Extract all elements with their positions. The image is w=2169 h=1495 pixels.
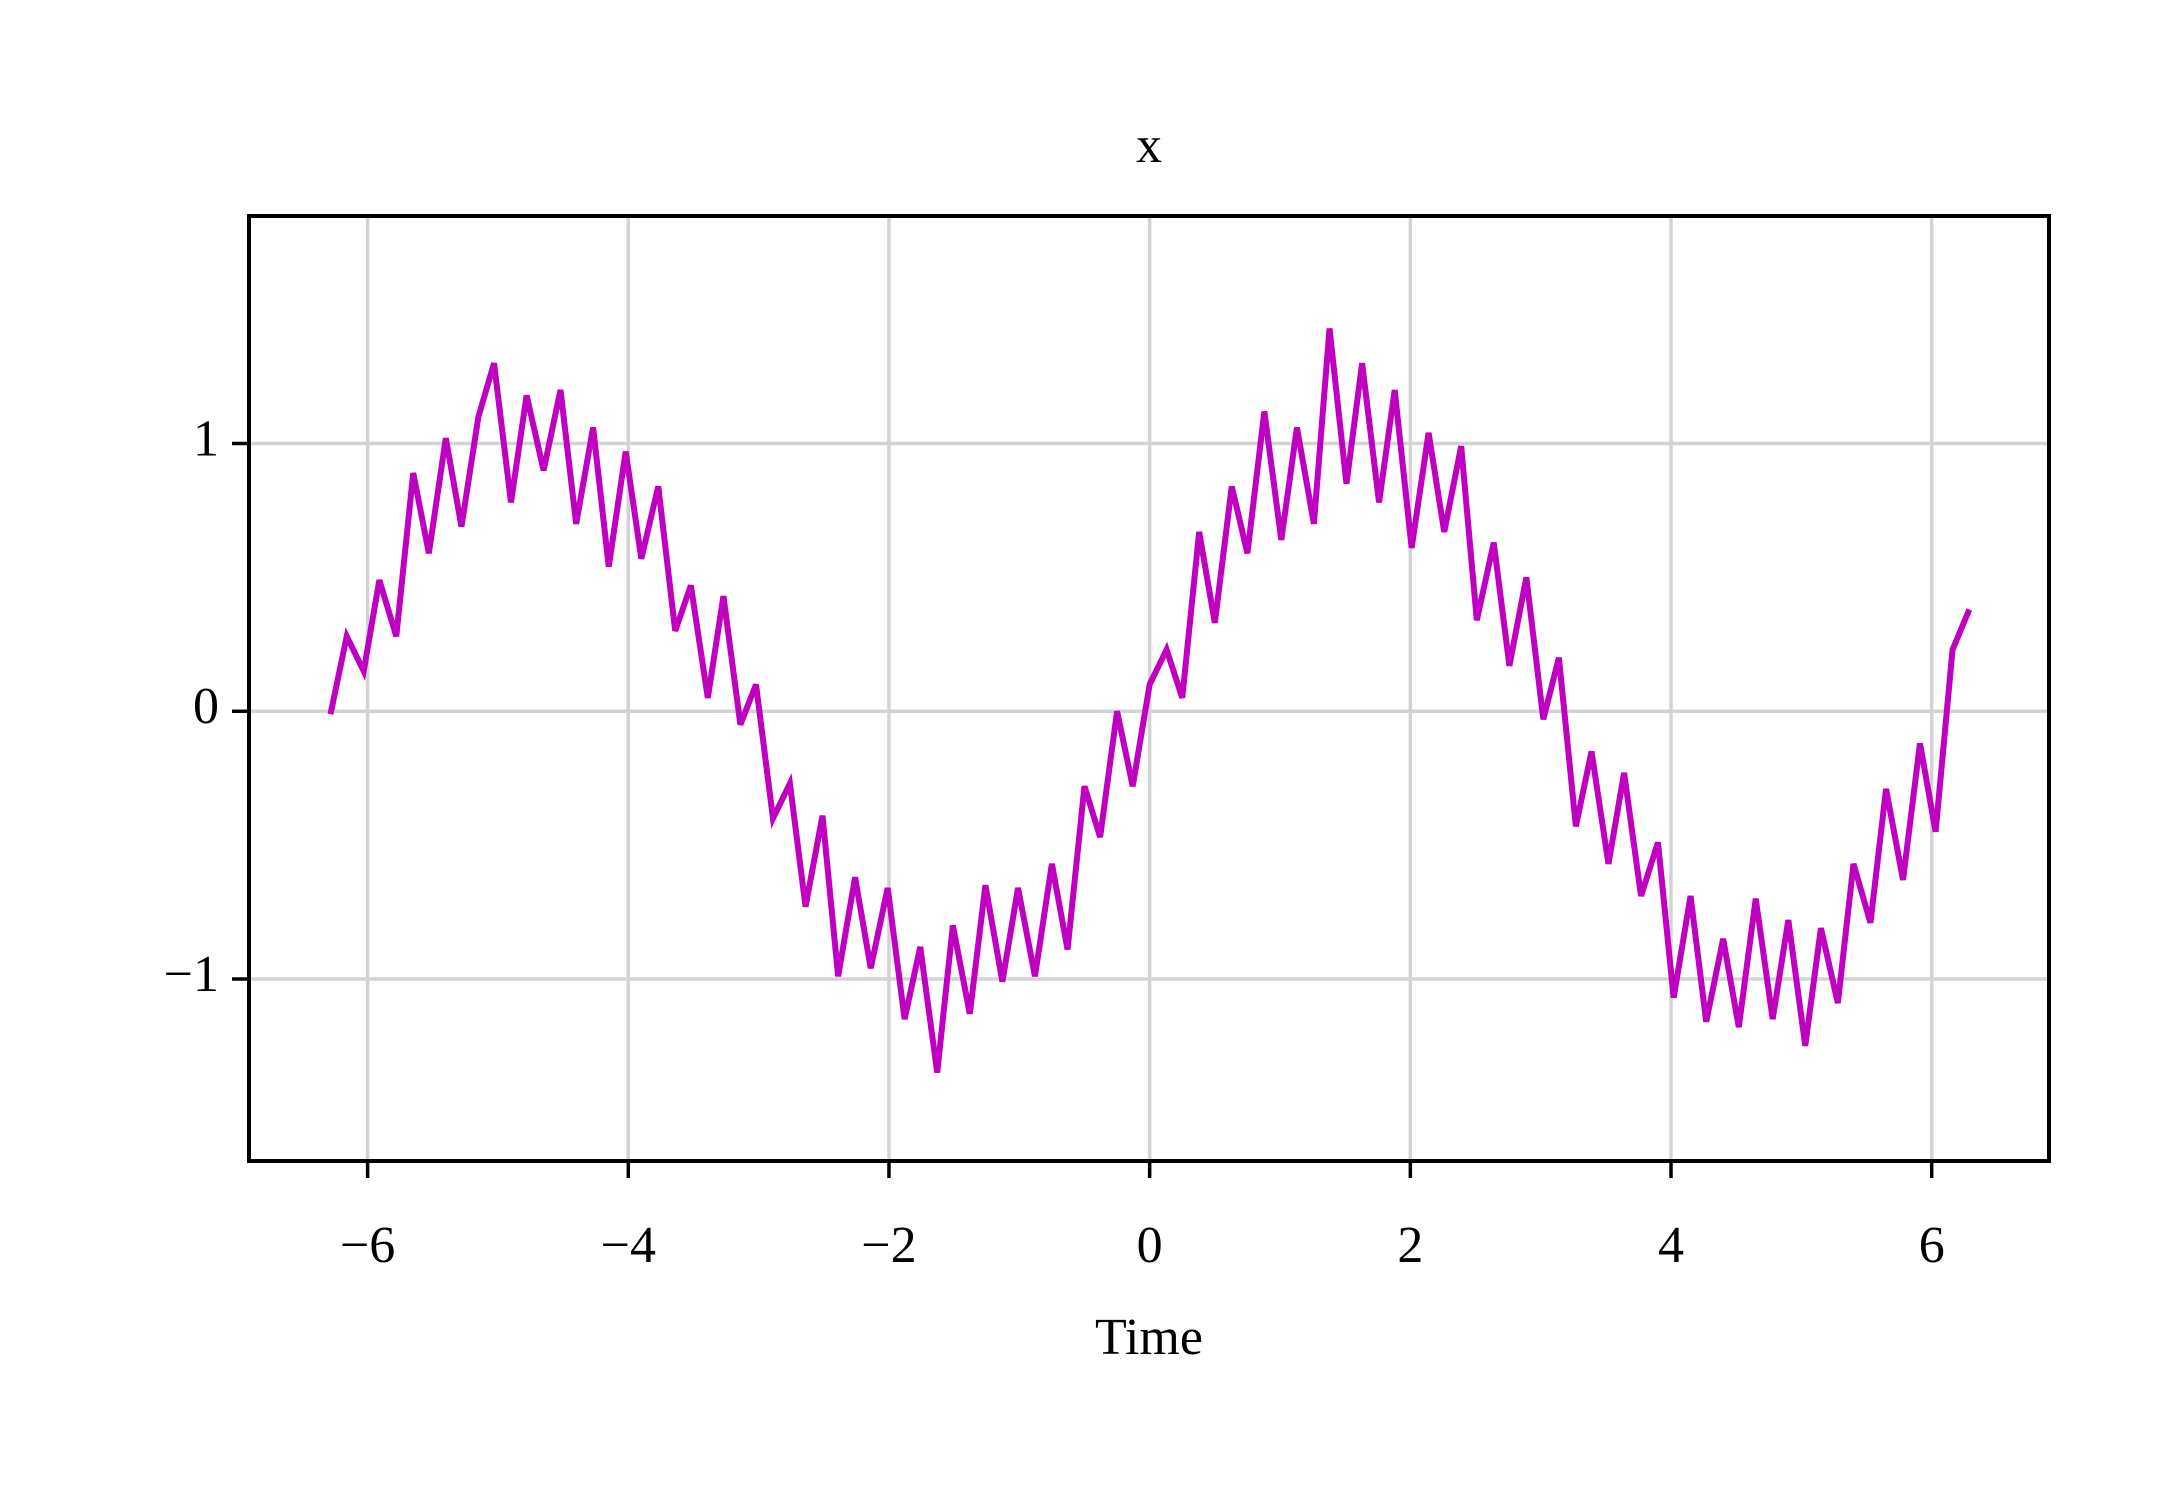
data-line bbox=[327, 328, 1973, 1074]
x-tick-label: −6 bbox=[340, 1217, 395, 1274]
y-tick-label: 0 bbox=[193, 678, 219, 735]
x-tick-label: −4 bbox=[601, 1217, 656, 1274]
x-tick-label: 6 bbox=[1919, 1217, 1945, 1274]
y-tick-label: −1 bbox=[164, 946, 219, 1003]
plot-frame bbox=[247, 214, 2051, 1163]
y-tick-label: 1 bbox=[193, 410, 219, 467]
chart-title: x bbox=[1136, 117, 1162, 174]
x-tick-label: −2 bbox=[861, 1217, 916, 1274]
x-tick-label: 2 bbox=[1397, 1217, 1423, 1274]
x-tick-label: 0 bbox=[1137, 1217, 1163, 1274]
x-tick-label: 4 bbox=[1658, 1217, 1684, 1274]
x-axis-label: Time bbox=[1095, 1309, 1203, 1366]
